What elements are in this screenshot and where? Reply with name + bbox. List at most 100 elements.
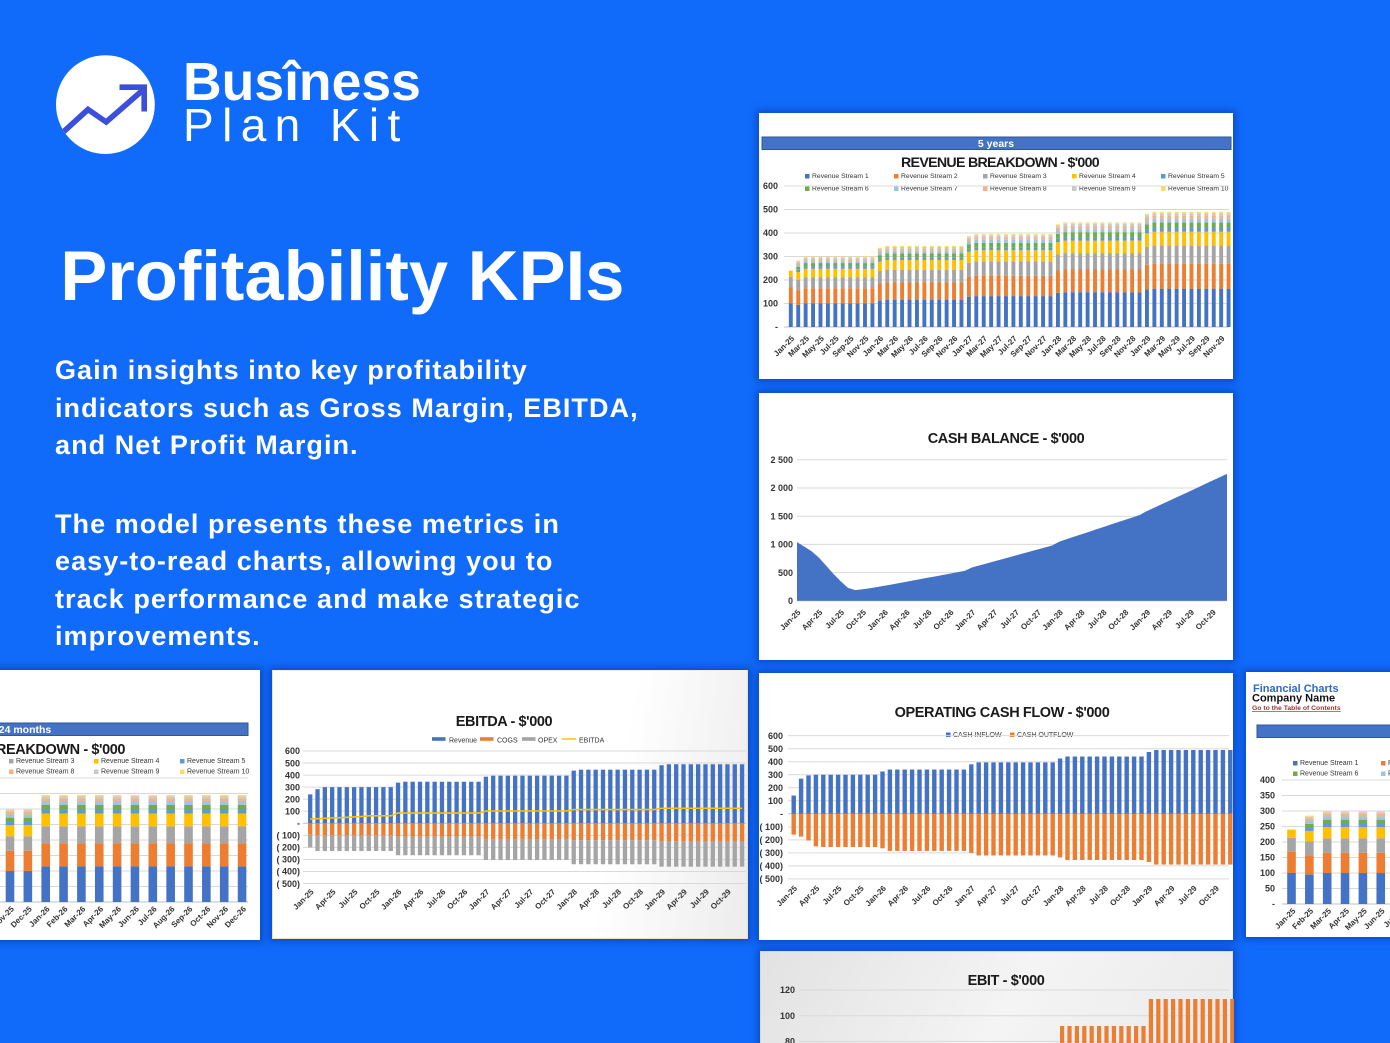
svg-text:Company Name: Company Name	[1252, 693, 1335, 705]
svg-text:Revenue Stream 1: Revenue Stream 1	[812, 173, 869, 180]
svg-text:500: 500	[767, 743, 782, 753]
svg-text:350: 350	[1260, 791, 1275, 801]
svg-text:Jul-28: Jul-28	[600, 887, 623, 910]
svg-text:Apr-27: Apr-27	[488, 887, 513, 912]
svg-text:Jan-28: Jan-28	[1040, 607, 1065, 632]
svg-text:Jan-29: Jan-29	[1127, 607, 1152, 632]
svg-text:Revenue Stream 4: Revenue Stream 4	[101, 758, 159, 765]
svg-text:Jan-27: Jan-27	[952, 883, 977, 908]
svg-text:Oct-26: Oct-26	[930, 883, 954, 907]
svg-text:Revenue Stream 3: Revenue Stream 3	[16, 758, 74, 765]
svg-text:REVENUE BREAKDOWN - $'000: REVENUE BREAKDOWN - $'000	[901, 155, 1100, 171]
svg-text:( 500): ( 500)	[759, 874, 783, 884]
svg-text:300: 300	[762, 252, 777, 262]
svg-text:Apr-29: Apr-29	[1152, 883, 1177, 908]
svg-text:EBITDA: EBITDA	[579, 738, 605, 745]
svg-text:100: 100	[762, 299, 777, 309]
svg-text:200: 200	[767, 783, 782, 793]
svg-text:Apr-26: Apr-26	[401, 887, 426, 912]
svg-text:300: 300	[1260, 806, 1275, 816]
svg-text:Revenue Stream 2: Revenue Stream 2	[901, 173, 958, 180]
svg-text:Jan-26: Jan-26	[379, 887, 404, 912]
svg-text:Revenue Stream 4: Revenue Stream 4	[1079, 173, 1136, 180]
svg-text:Jul-28: Jul-28	[1087, 883, 1110, 906]
svg-text:Jul-27: Jul-27	[998, 883, 1021, 906]
svg-text:300: 300	[767, 769, 782, 779]
svg-text:Jul-27: Jul-27	[998, 607, 1021, 630]
svg-text:Jul-25: Jul-25	[823, 607, 846, 630]
svg-text:Jul-28: Jul-28	[1085, 607, 1108, 630]
svg-text:Financial Charts: Financial Charts	[1253, 683, 1339, 695]
svg-text:Oct-27: Oct-27	[1018, 607, 1042, 631]
svg-text:Jan-26: Jan-26	[865, 607, 890, 632]
svg-text:Revenue Stream 7: Revenue Stream 7	[1388, 771, 1390, 778]
svg-text:100: 100	[1260, 868, 1275, 878]
svg-text:Jan-26: Jan-26	[863, 883, 888, 908]
svg-text:Oct-28: Oct-28	[1108, 883, 1132, 907]
svg-text:Jul-26: Jul-26	[909, 883, 932, 906]
svg-text:Apr-27: Apr-27	[974, 883, 999, 908]
svg-text:Revenue Stream 5: Revenue Stream 5	[1168, 173, 1225, 180]
svg-text:5 years: 5 years	[977, 138, 1013, 150]
svg-text:( 200): ( 200)	[276, 843, 300, 853]
svg-text:300: 300	[284, 782, 299, 792]
svg-text:100: 100	[284, 806, 299, 816]
svg-text:COGS: COGS	[497, 738, 518, 745]
svg-text:600: 600	[762, 181, 777, 191]
svg-text:600: 600	[767, 730, 782, 740]
svg-text:Jan-28: Jan-28	[1041, 883, 1066, 908]
svg-text:Oct-26: Oct-26	[931, 607, 955, 631]
svg-text:200: 200	[284, 794, 299, 804]
svg-text:Apr-25: Apr-25	[313, 887, 338, 912]
svg-text:1 500: 1 500	[770, 511, 793, 521]
svg-text:Jan-25: Jan-25	[778, 607, 803, 632]
svg-text:Apr-28: Apr-28	[1063, 883, 1088, 908]
svg-text:120: 120	[779, 985, 794, 995]
svg-text:-: -	[297, 819, 300, 829]
svg-text:Revenue Stream 10: Revenue Stream 10	[1168, 186, 1229, 193]
svg-text:Revenue Stream 1: Revenue Stream 1	[1300, 760, 1358, 767]
svg-text:Oct-28: Oct-28	[621, 887, 645, 911]
svg-text:( 400): ( 400)	[276, 867, 300, 877]
svg-text:80: 80	[784, 1037, 794, 1043]
svg-text:Apr-28: Apr-28	[576, 887, 601, 912]
svg-text:Revenue Stream 10: Revenue Stream 10	[187, 769, 249, 776]
svg-text:( 300): ( 300)	[276, 855, 300, 865]
svg-text:Revenue: Revenue	[449, 738, 477, 745]
svg-text:Revenue Stream 8: Revenue Stream 8	[16, 769, 74, 776]
svg-text:( 500): ( 500)	[276, 879, 300, 889]
svg-text:-: -	[775, 322, 778, 332]
svg-text:500: 500	[762, 205, 777, 215]
svg-text:500: 500	[777, 568, 792, 578]
svg-text:2 000: 2 000	[770, 483, 793, 493]
svg-text:Jan-27: Jan-27	[953, 607, 978, 632]
svg-text:Jan-27: Jan-27	[467, 887, 492, 912]
svg-text:0: 0	[787, 596, 792, 606]
svg-text:400: 400	[762, 228, 777, 238]
svg-text:150: 150	[1260, 853, 1275, 863]
svg-text:Revenue Stream 9: Revenue Stream 9	[101, 769, 159, 776]
svg-text:Apr-26: Apr-26	[885, 883, 910, 908]
svg-text:( 100): ( 100)	[759, 822, 783, 832]
svg-text:OPEX: OPEX	[538, 738, 558, 745]
svg-text:1 000: 1 000	[770, 540, 793, 550]
svg-text:Jul-29: Jul-29	[1175, 883, 1198, 906]
svg-text:( 400): ( 400)	[759, 861, 783, 871]
svg-text:Apr-27: Apr-27	[974, 607, 999, 632]
svg-text:100: 100	[767, 796, 782, 806]
svg-text:( 200): ( 200)	[759, 835, 783, 845]
svg-text:Oct-25: Oct-25	[841, 883, 865, 907]
svg-text:Jan-29: Jan-29	[1130, 883, 1155, 908]
svg-text:Oct-25: Oct-25	[844, 607, 868, 631]
svg-text:-: -	[1272, 899, 1275, 909]
svg-text:400: 400	[767, 756, 782, 766]
svg-text:Jan-28: Jan-28	[554, 887, 579, 912]
svg-text:50: 50	[1265, 884, 1275, 894]
svg-text:Jul-26: Jul-26	[424, 887, 447, 910]
svg-text:Go to the Table of Contents: Go to the Table of Contents	[1252, 705, 1341, 712]
svg-text:CASH BALANCE - $'000: CASH BALANCE - $'000	[927, 431, 1084, 447]
svg-text:Revenue Stream 8: Revenue Stream 8	[990, 186, 1047, 193]
svg-text:OPERATING CASH FLOW - $'000: OPERATING CASH FLOW - $'000	[894, 705, 1109, 721]
svg-text:400: 400	[284, 770, 299, 780]
svg-text:Oct-26: Oct-26	[445, 887, 469, 911]
